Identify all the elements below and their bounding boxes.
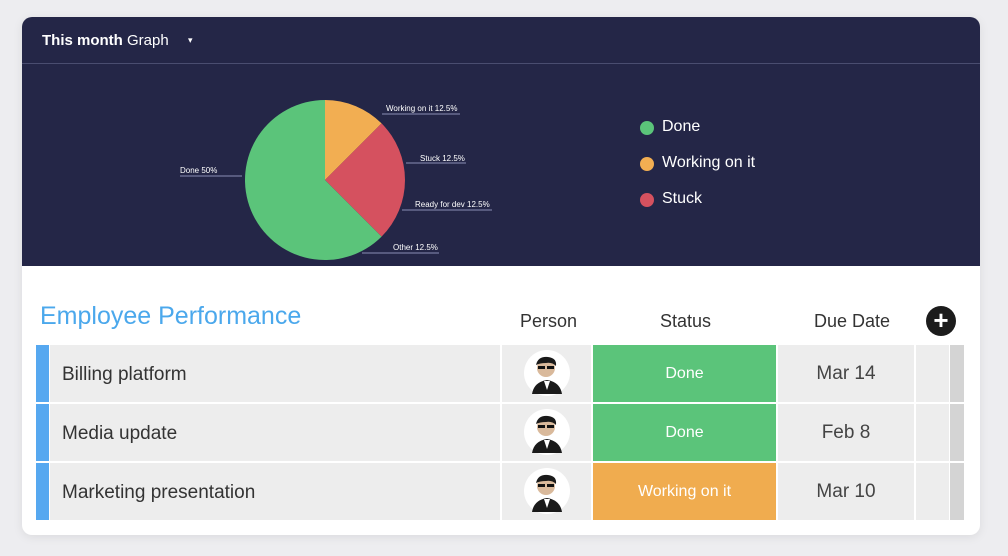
legend-dot-icon [640,121,654,135]
table-row[interactable]: Billing platform Done Mar 14 [36,345,964,402]
person-cell[interactable] [502,463,591,520]
person-cell[interactable] [502,345,591,402]
due-date-cell[interactable]: Feb 8 [778,404,914,461]
row-group-color-bar [36,404,49,461]
pie-callout-label: Done 50% [180,166,217,175]
table-row[interactable]: Media update Done Feb 8 [36,404,964,461]
table-row[interactable]: Marketing presentation Working on it Mar… [36,463,964,520]
empty-cell [916,345,949,402]
status-cell[interactable]: Done [593,345,776,402]
pie-callout-label: Other 12.5% [393,243,438,252]
empty-cell [916,463,949,520]
empty-cell [916,404,949,461]
column-header-person[interactable]: Person [520,311,578,331]
legend-dot-icon [640,193,654,207]
scrollbar-track[interactable] [950,463,964,520]
legend-dot-icon [640,157,654,171]
status-cell[interactable]: Done [593,404,776,461]
item-name: Billing platform [62,364,187,385]
legend-label: Stuck [662,190,703,207]
column-header-due-date[interactable]: Due Date [814,311,891,331]
status-cell[interactable]: Working on it [593,463,776,520]
person-cell[interactable] [502,404,591,461]
avatar [524,468,570,514]
scrollbar-track[interactable] [950,345,964,402]
pie-slice-stuck[interactable] [325,123,406,237]
scrollbar-track[interactable] [950,404,964,461]
column-header-status[interactable]: Status [660,311,712,331]
item-name: Marketing presentation [62,482,256,503]
row-group-color-bar [36,345,49,402]
add-column-button[interactable]: + [926,306,956,336]
chart-type-label: Graph [127,32,169,49]
item-name-cell[interactable]: Media update [50,404,500,461]
chart-period-label: This month [42,32,123,49]
item-name-cell[interactable]: Marketing presentation [50,463,500,520]
due-date-cell[interactable]: Mar 14 [778,345,914,402]
row-group-color-bar [36,463,49,520]
pie-chart: Working on it 12.5% Stuck 12.5% Ready for … [180,100,492,260]
pie-callout-label: Stuck 12.5% [420,154,465,163]
item-name: Media update [62,423,178,444]
due-date-cell[interactable]: Mar 10 [778,463,914,520]
chart-header: This month Graph ▾ [22,17,980,64]
legend-label: Done [662,118,701,135]
dashboard-card: This month Graph ▾ Working on it 12.5% St… [22,17,980,535]
avatar [524,409,570,455]
item-name-cell[interactable]: Billing platform [50,345,500,402]
pie-callout-label: Working on it 12.5% [386,104,457,113]
dropdown-caret-icon[interactable]: ▾ [188,35,193,45]
pie-slice-working-on-it[interactable] [325,100,382,180]
chart-view-selector[interactable]: This month Graph [42,32,169,49]
pie-callout-label: Ready for dev 12.5% [415,200,490,209]
chart-widget: This month Graph ▾ Working on it 12.5% St… [22,17,980,266]
pie-slice-done[interactable] [245,100,382,260]
avatar [524,350,570,396]
board-title: Employee Performance [40,302,302,330]
legend-label: Working on it [662,154,756,171]
